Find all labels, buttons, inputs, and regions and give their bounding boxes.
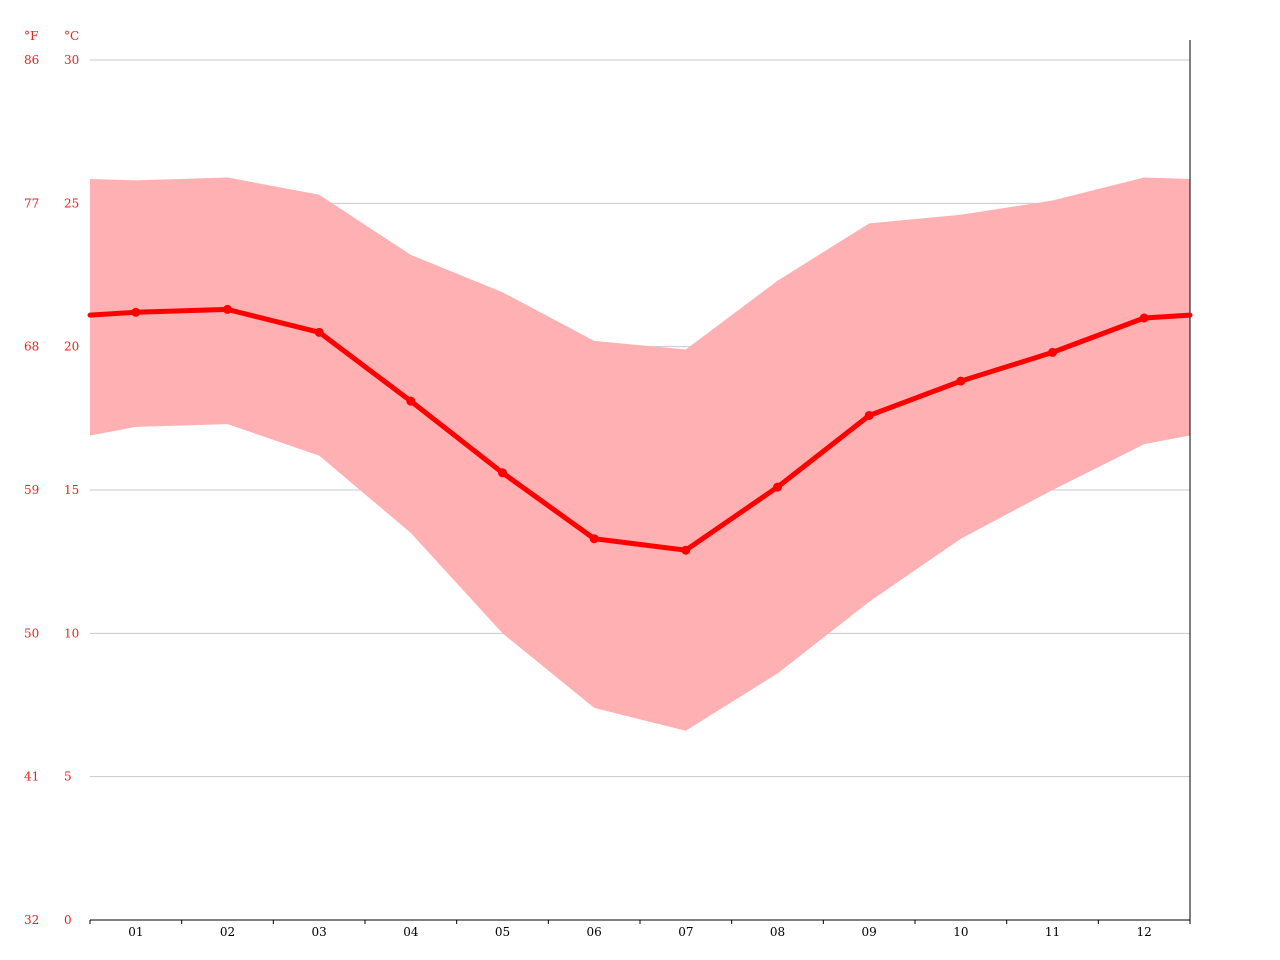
y-tick-celsius: 10 — [64, 626, 79, 640]
y-tick-fahrenheit: 68 — [24, 340, 39, 354]
data-point — [1048, 347, 1057, 357]
y-axis-tick-labels: 86 30 77 25 68 20 59 15 50 10 41 5 32 0 — [24, 53, 79, 927]
data-point — [314, 327, 324, 337]
y-tick-fahrenheit: 50 — [24, 626, 39, 640]
y-tick-celsius: 30 — [64, 53, 79, 67]
y-tick-celsius: 20 — [64, 340, 79, 354]
x-tick-month: 06 — [587, 925, 602, 939]
data-point — [681, 545, 691, 555]
y-tick-fahrenheit: 86 — [24, 53, 39, 67]
x-tick-month: 03 — [312, 925, 327, 939]
data-point — [773, 482, 782, 492]
y-tick-celsius: 25 — [64, 196, 79, 210]
y-tick-celsius: 5 — [64, 770, 72, 784]
fahrenheit-unit-label: °F — [24, 29, 38, 43]
y-tick-fahrenheit: 32 — [24, 913, 39, 927]
x-tick-month: 09 — [862, 925, 877, 939]
y-tick-celsius: 0 — [64, 913, 72, 927]
data-point — [864, 410, 874, 420]
y-tick-fahrenheit: 41 — [24, 770, 39, 784]
axes — [89, 40, 1191, 924]
x-tick-month: 04 — [403, 925, 419, 939]
data-point — [498, 468, 507, 478]
data-point — [131, 307, 141, 317]
x-tick-month: 05 — [495, 925, 510, 939]
min-max-range-area — [90, 177, 1190, 731]
y-tick-celsius: 15 — [64, 483, 79, 497]
data-point — [223, 304, 232, 314]
x-tick-month: 02 — [220, 925, 235, 939]
x-tick-month: 01 — [128, 925, 143, 939]
data-point — [956, 376, 966, 386]
x-tick-month: 12 — [1137, 925, 1152, 939]
celsius-unit-label: °C — [64, 29, 79, 43]
average-temperature-line — [87, 304, 1193, 555]
x-tick-month: 11 — [1045, 925, 1060, 939]
data-point — [589, 534, 599, 544]
series-line — [87, 306, 1193, 553]
x-tick-month: 07 — [678, 925, 693, 939]
temperature-range-band — [90, 177, 1190, 731]
y-tick-fahrenheit: 59 — [24, 483, 39, 497]
data-point — [1139, 313, 1149, 323]
y-tick-fahrenheit: 77 — [24, 196, 39, 210]
data-point — [406, 396, 416, 406]
x-axis-month-labels: 01 02 03 04 05 06 07 08 09 10 11 12 — [128, 925, 1152, 939]
x-tick-month: 10 — [953, 925, 968, 939]
x-tick-month: 08 — [770, 925, 785, 939]
